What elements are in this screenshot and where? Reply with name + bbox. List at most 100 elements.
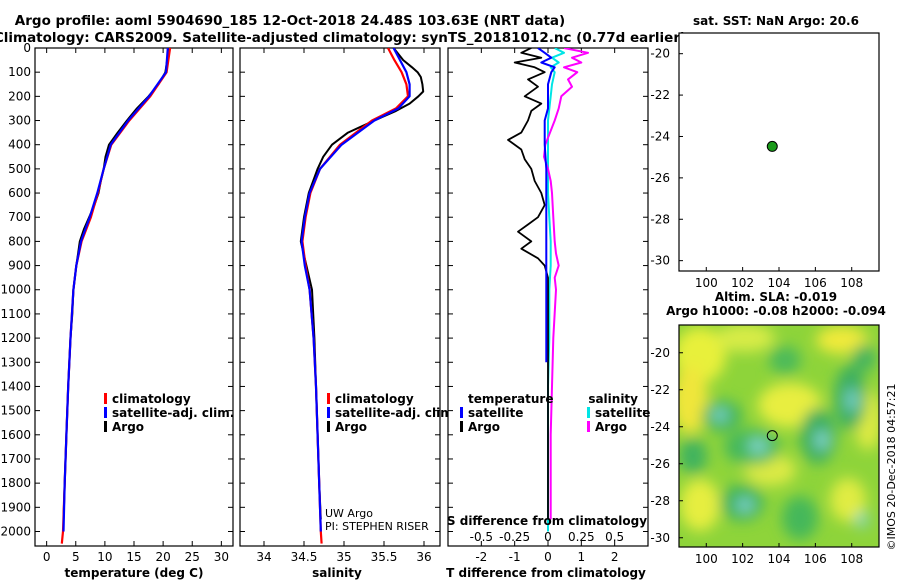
depth-tick-label: 500 bbox=[8, 162, 31, 176]
map-x-tick-label: 104 bbox=[768, 552, 791, 566]
depth-tick-label: 1200 bbox=[0, 331, 31, 345]
float-location-marker bbox=[766, 430, 778, 442]
s-diff-tick-label: 0.5 bbox=[605, 530, 624, 544]
salinity-plot-frame bbox=[239, 47, 441, 547]
legend-swatch-argo bbox=[327, 421, 330, 432]
depth-tick-label: 1500 bbox=[0, 404, 31, 418]
difference-temperature-legend: temperature satellite Argo bbox=[460, 392, 553, 434]
salinity-xlabel: salinity bbox=[312, 566, 362, 580]
sst-map-frame bbox=[678, 32, 880, 272]
map-x-tick-label: 100 bbox=[695, 276, 718, 290]
depth-tick-label: 1700 bbox=[0, 452, 31, 466]
map-y-tick-label: -20 bbox=[650, 346, 670, 360]
map-y-tick-label: -20 bbox=[650, 47, 670, 61]
map-y-tick-label: -22 bbox=[650, 88, 670, 102]
legend-swatch-climatology bbox=[104, 393, 107, 404]
temperature-series bbox=[60, 48, 172, 544]
s-diff-tick-label: 0.25 bbox=[568, 530, 595, 544]
legend-title-temperature: temperature bbox=[468, 392, 553, 406]
map-x-tick-label: 104 bbox=[768, 276, 791, 290]
figure-title-line2: Climatology: CARS2009. Satellite-adjuste… bbox=[0, 30, 686, 46]
sst-map-points bbox=[766, 140, 778, 152]
depth-tick-label: 300 bbox=[8, 114, 31, 128]
series-line-satellite-adj-clim- bbox=[62, 48, 169, 532]
legend-swatch-t-argo bbox=[460, 421, 463, 432]
depth-tick-label: 600 bbox=[8, 186, 31, 200]
map-y-tick-label: -24 bbox=[650, 129, 670, 143]
salinity-legend: climatology satellite-adj. clim. Argo bbox=[327, 392, 457, 434]
legend-label-s-argo: Argo bbox=[595, 420, 627, 434]
s-diff-tick-label: 0 bbox=[544, 530, 552, 544]
figure-title-line1: Argo profile: aoml 5904690_185 12-Oct-20… bbox=[15, 13, 565, 29]
temperature-panel: 0100200300400500600700800900100011001200… bbox=[0, 41, 234, 580]
x-tick-label: 10 bbox=[97, 550, 112, 564]
depth-tick-label: 400 bbox=[8, 138, 31, 152]
depth-tick-label: 1600 bbox=[0, 428, 31, 442]
depth-tick-label: 1300 bbox=[0, 355, 31, 369]
series-line-s-argo bbox=[543, 48, 589, 520]
depth-tick-label: 100 bbox=[8, 65, 31, 79]
depth-tick-label: 700 bbox=[8, 210, 31, 224]
sla-heatmap-field bbox=[679, 325, 879, 547]
x-tick-label: 34 bbox=[256, 550, 271, 564]
x-tick-label: 15 bbox=[126, 550, 141, 564]
difference-panel: -2 -1 0 1 2 -0.5 -0.25 0 0.25 0.5 T difference fr… bbox=[446, 47, 650, 580]
depth-tick-label: 2000 bbox=[0, 524, 31, 538]
depth-tick-label: 1400 bbox=[0, 379, 31, 393]
legend-label-climatology: climatology bbox=[335, 392, 414, 406]
map-y-tick-label: -26 bbox=[650, 171, 670, 185]
difference-salinity-legend: salinity satellite Argo bbox=[587, 392, 650, 434]
series-line-satellite-adj-clim- bbox=[300, 48, 411, 532]
legend-label-satellite-adj: satellite-adj. clim. bbox=[335, 406, 457, 420]
legend-swatch-t-satellite bbox=[460, 407, 463, 418]
annotation-uw-argo: UW Argo bbox=[325, 507, 373, 520]
depth-tick-label: 900 bbox=[8, 259, 31, 273]
map-x-tick-label: 106 bbox=[804, 276, 827, 290]
imos-credit: ©IMOS 20-Dec-2018 04:57:21 bbox=[885, 384, 898, 551]
x-tick-label: 5 bbox=[72, 550, 80, 564]
depth-tick-label: 1800 bbox=[0, 476, 31, 490]
float-location-marker bbox=[766, 140, 778, 152]
map-x-tick-label: 108 bbox=[840, 552, 863, 566]
depth-tick-label: 200 bbox=[8, 89, 31, 103]
map-y-tick-label: -28 bbox=[650, 494, 670, 508]
sla-map-title-line1: Altim. SLA: -0.019 bbox=[715, 290, 837, 304]
map-x-tick-label: 102 bbox=[731, 276, 754, 290]
legend-label-t-argo: Argo bbox=[468, 420, 500, 434]
x-tick-label: -1 bbox=[509, 550, 521, 564]
legend-swatch-s-argo bbox=[587, 421, 590, 432]
legend-title-salinity: salinity bbox=[588, 392, 638, 406]
t-difference-xlabel: T difference from climatology bbox=[446, 566, 646, 580]
x-tick-label: -2 bbox=[475, 550, 487, 564]
map-y-tick-label: -26 bbox=[650, 457, 670, 471]
depth-tick-label: 0 bbox=[23, 41, 31, 55]
map-y-tick-label: -30 bbox=[650, 254, 670, 268]
annotation-pi: PI: STEPHEN RISER bbox=[325, 520, 429, 533]
depth-tick-label: 1900 bbox=[0, 500, 31, 514]
sst-map-panel: sat. SST: NaN Argo: 20.6 100 102 104 106 108… bbox=[650, 14, 880, 290]
map-y-tick-label: -22 bbox=[650, 383, 670, 397]
temperature-legend: climatology satellite-adj. clim. Argo bbox=[104, 392, 234, 434]
sla-map-panel: Altim. SLA: -0.019 Argo h1000: -0.08 h20… bbox=[650, 290, 885, 566]
map-x-tick-label: 102 bbox=[731, 552, 754, 566]
x-tick-label: 1 bbox=[578, 550, 586, 564]
salinity-series bbox=[299, 48, 425, 544]
temperature-xlabel: temperature (deg C) bbox=[65, 566, 204, 580]
x-tick-label: 25 bbox=[185, 550, 200, 564]
series-line-t-argo bbox=[507, 48, 549, 520]
salinity-axis-ticks: 34 34.5 35 35.5 36 bbox=[240, 47, 440, 564]
difference-axis-ticks: -2 -1 0 1 2 -0.5 -0.25 0 0.25 0.5 bbox=[448, 47, 648, 564]
depth-tick-label: 800 bbox=[8, 234, 31, 248]
difference-series bbox=[507, 48, 589, 532]
s-diff-tick-label: -0.25 bbox=[499, 530, 530, 544]
legend-swatch-argo bbox=[104, 421, 107, 432]
s-difference-xlabel: S difference from climatology bbox=[447, 514, 647, 528]
x-tick-label: 0 bbox=[544, 550, 552, 564]
map-x-tick-label: 108 bbox=[840, 276, 863, 290]
map-x-tick-label: 106 bbox=[804, 552, 827, 566]
x-tick-label: 30 bbox=[214, 550, 229, 564]
series-line-t-satellite bbox=[537, 48, 556, 363]
map-y-tick-label: -30 bbox=[650, 531, 670, 545]
